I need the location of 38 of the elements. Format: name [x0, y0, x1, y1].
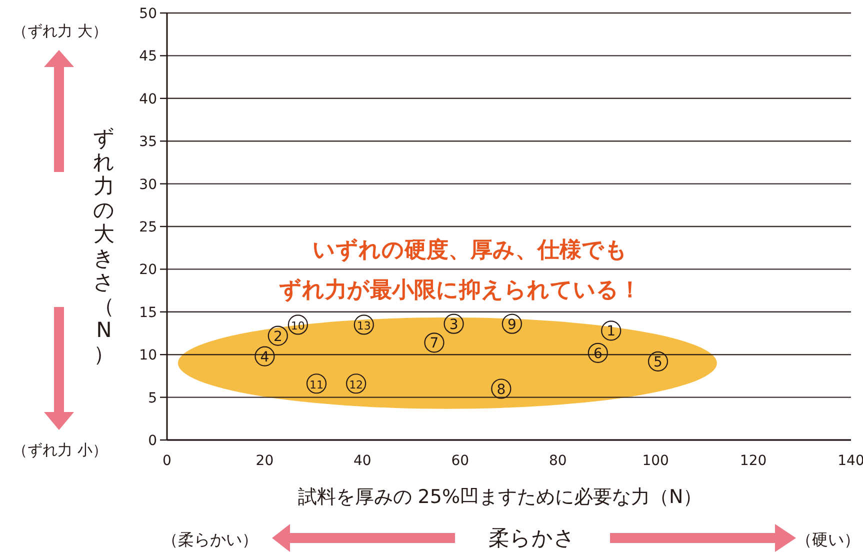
- x-axis-title: 試料を厚みの 25%凹ますために必要な力（N）: [298, 486, 702, 508]
- annotation: 8: [496, 382, 506, 398]
- text: （ずれ力 大）: [12, 22, 108, 40]
- text: （柔らかい）: [162, 530, 258, 549]
- x-tick-label: 120: [740, 453, 767, 469]
- annotation: 11: [310, 378, 324, 392]
- y-tick-label: 50: [139, 6, 157, 22]
- x-tick-label: 140: [838, 453, 863, 469]
- y-tick-label: 45: [139, 48, 157, 65]
- x-tick-label: 40: [354, 453, 372, 469]
- y-tick-label: 35: [139, 134, 157, 150]
- y-tick-label: 5: [148, 390, 157, 406]
- annotation: 5: [654, 354, 662, 370]
- y-tick-label: 15: [139, 304, 157, 321]
- annotation: 3: [449, 316, 458, 333]
- y-tick-label: 30: [139, 176, 157, 193]
- y-tick-label: 25: [139, 220, 157, 236]
- annotation: 7: [430, 336, 439, 352]
- annotation: 1: [606, 324, 616, 340]
- x-tick-label: 20: [256, 453, 274, 469]
- y-tick-label: 40: [139, 91, 157, 108]
- y-tick-label: 10: [139, 348, 157, 364]
- annotation: ずれ力が最小限に抑えられている！: [279, 278, 641, 303]
- y-tick-label: 20: [139, 262, 157, 278]
- text: （ずれ力 小）: [12, 441, 108, 459]
- text: 柔らかさ: [488, 526, 576, 550]
- annotation: 12: [349, 378, 364, 392]
- x-tick-label: 80: [548, 453, 567, 469]
- annotation: 2: [273, 328, 282, 345]
- annotation: 9: [507, 316, 516, 333]
- x-tick-label: 60: [451, 453, 470, 469]
- text: （硬い）: [796, 530, 860, 549]
- text: ずれ力の大きさ（N）: [93, 126, 115, 366]
- y-tick-label: 0: [148, 433, 157, 449]
- x-tick-label: 100: [642, 453, 669, 469]
- x-tick-label: 0: [162, 453, 172, 469]
- annotation: いずれの硬度、厚み、仕様でも: [312, 237, 628, 263]
- annotation: 13: [356, 320, 371, 333]
